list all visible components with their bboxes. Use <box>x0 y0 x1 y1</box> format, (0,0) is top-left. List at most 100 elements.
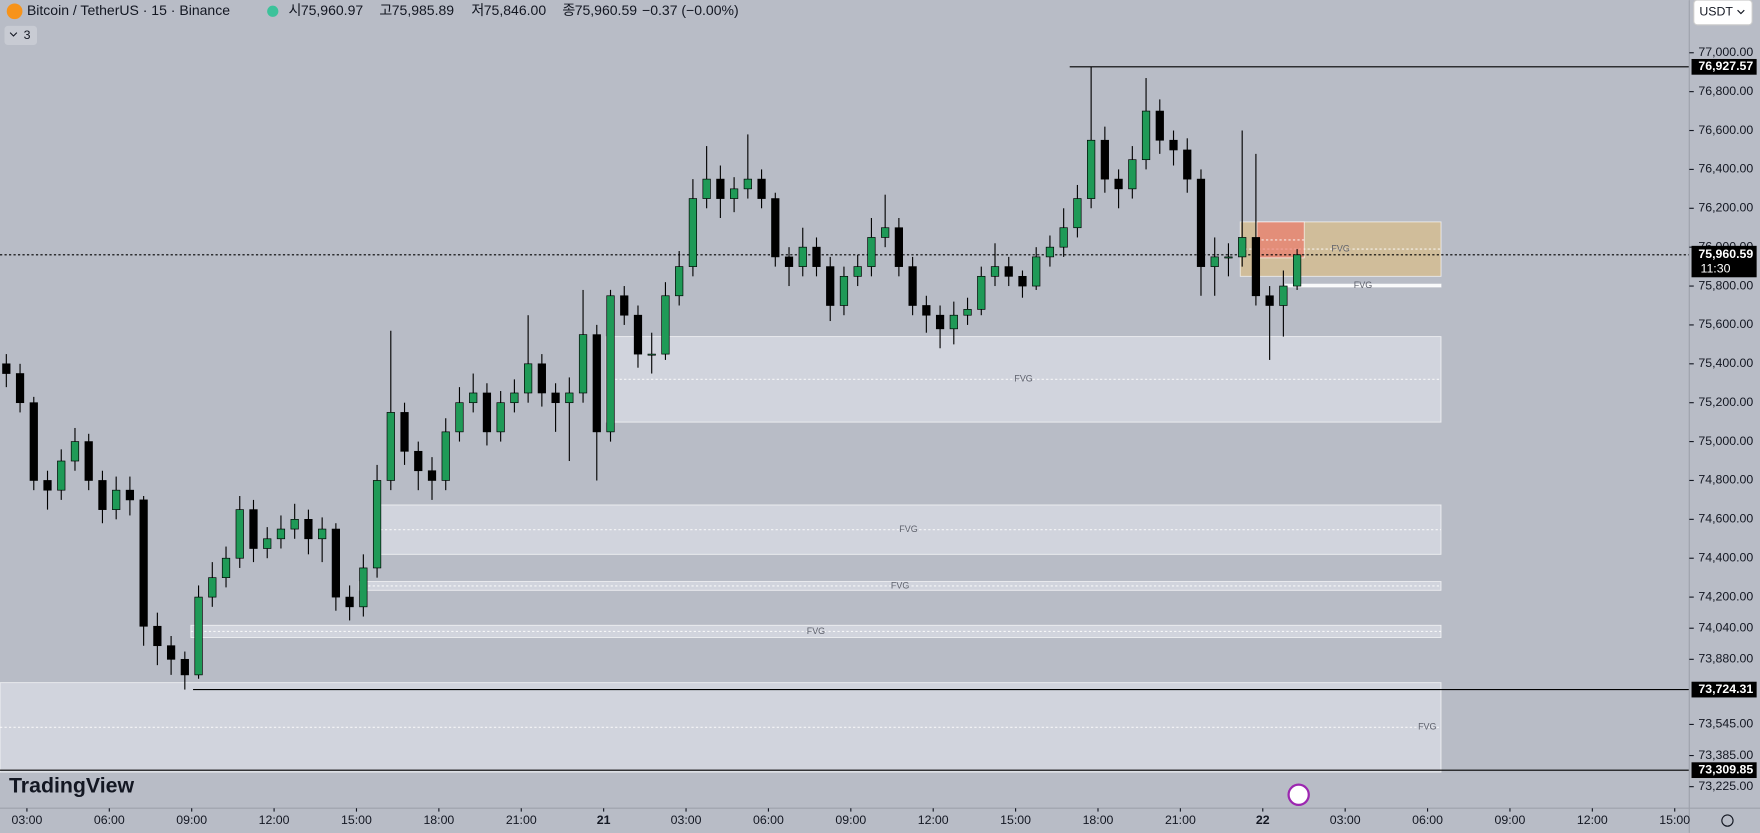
y-tick-label: 75,800.00 <box>1698 278 1753 292</box>
y-tick-label: 73,880.00 <box>1698 652 1753 666</box>
candle-body <box>1141 110 1151 161</box>
countdown: 11:30 <box>1701 262 1731 276</box>
candle-body <box>153 625 162 647</box>
x-tick-label: 21:00 <box>506 813 537 827</box>
y-tick-label: 74,200.00 <box>1698 589 1753 603</box>
candle-body <box>414 450 423 472</box>
candle-body <box>441 431 450 481</box>
x-tick-label: 18:00 <box>1083 813 1114 827</box>
low-label: 저 <box>471 2 484 18</box>
candle-body <box>1292 254 1302 287</box>
candle-body <box>729 188 739 199</box>
y-tick-label: 73,545.00 <box>1698 717 1753 731</box>
candle-body <box>1196 178 1206 267</box>
x-tick-label: 21:00 <box>1165 813 1196 827</box>
candle-body <box>427 470 437 481</box>
candle-body <box>1100 139 1109 180</box>
candle-body <box>743 178 752 190</box>
y-tick-label: 73,225.00 <box>1698 779 1753 793</box>
y-tick-label: 76,600.00 <box>1698 123 1753 137</box>
candle-body <box>1004 266 1013 277</box>
candle-body <box>1045 246 1055 258</box>
candle-body <box>963 309 972 316</box>
market-status <box>267 5 279 17</box>
candle-body <box>524 363 533 394</box>
candle-body <box>935 314 945 330</box>
y-tick-label: 77,000.00 <box>1698 45 1753 59</box>
candle-body <box>139 499 148 627</box>
candle-body <box>1169 139 1178 151</box>
x-tick-label: 06:00 <box>1412 813 1443 827</box>
candle-body <box>1059 227 1068 248</box>
last-price-box <box>1691 245 1757 278</box>
alert-icon[interactable] <box>1287 783 1310 806</box>
candle-body <box>1128 159 1137 190</box>
y-tick-label: 73,385.00 <box>1698 748 1753 762</box>
candle-body <box>578 334 588 394</box>
fvg-zone <box>605 336 1442 423</box>
candle-body <box>1183 149 1192 180</box>
settings-icon[interactable] <box>1721 814 1734 827</box>
price-label: 76,927.57 <box>1698 59 1753 73</box>
candle-body <box>57 460 66 491</box>
price-label: 73,309.85 <box>1698 762 1753 776</box>
x-tick-label: 12:00 <box>259 813 290 827</box>
y-tick-label: 76,400.00 <box>1698 162 1753 176</box>
x-tick-label: 06:00 <box>753 813 784 827</box>
indicators-toggle[interactable] <box>4 25 38 45</box>
candle-body <box>661 295 670 355</box>
fvg-label: FVG <box>891 580 909 590</box>
open-label: 시 <box>288 2 301 18</box>
candle-body <box>345 596 354 608</box>
candle-body <box>359 567 368 608</box>
candle-body <box>304 519 313 540</box>
candle-body <box>2 363 11 374</box>
x-tick-label: 15:00 <box>1000 813 1031 827</box>
x-tick-label: 06:00 <box>94 813 125 827</box>
currency-button[interactable] <box>1693 0 1753 26</box>
candle-body <box>867 237 876 267</box>
candle-body <box>592 334 601 433</box>
fvg-zone <box>1284 283 1442 288</box>
x-tick-label: 09:00 <box>835 813 866 827</box>
y-tick-label: 76,800.00 <box>1698 84 1753 98</box>
fvg-label: FVG <box>807 626 825 636</box>
candle-body <box>1265 295 1274 306</box>
candle-body <box>482 392 492 433</box>
candle-body <box>29 402 38 481</box>
candle-body <box>771 198 780 258</box>
candle-body <box>1155 110 1164 141</box>
candle-body <box>372 480 382 569</box>
candle-body <box>1251 237 1261 297</box>
chevron <box>1737 9 1745 15</box>
candle-body <box>98 480 107 510</box>
candle-body <box>43 480 52 491</box>
candle-body <box>469 392 478 404</box>
change: −0.37 (−0.00%) <box>642 2 739 18</box>
candle-body <box>949 314 958 330</box>
candle-body <box>180 658 189 676</box>
candle-body <box>620 295 629 316</box>
logo: TradingView <box>9 774 135 798</box>
candle-body <box>826 266 835 306</box>
candle-body <box>1032 256 1041 287</box>
candle-body <box>112 489 121 510</box>
candle-body <box>1279 285 1288 306</box>
candle-body <box>15 373 25 404</box>
candle-body <box>276 528 286 540</box>
candle-body <box>784 256 794 267</box>
candle-body <box>1238 237 1247 258</box>
x-tick-label: 12:00 <box>918 813 949 827</box>
candle-body <box>812 246 821 267</box>
candle-body <box>125 489 135 501</box>
price-label-box <box>1691 681 1757 698</box>
btc-icon <box>6 3 23 20</box>
candle-body <box>647 353 656 356</box>
candle-body <box>510 392 519 404</box>
candle-body <box>551 392 560 404</box>
x-tick-label: 03:00 <box>1330 813 1361 827</box>
fvg-label: FVG <box>1331 243 1349 253</box>
chevron <box>9 32 18 37</box>
